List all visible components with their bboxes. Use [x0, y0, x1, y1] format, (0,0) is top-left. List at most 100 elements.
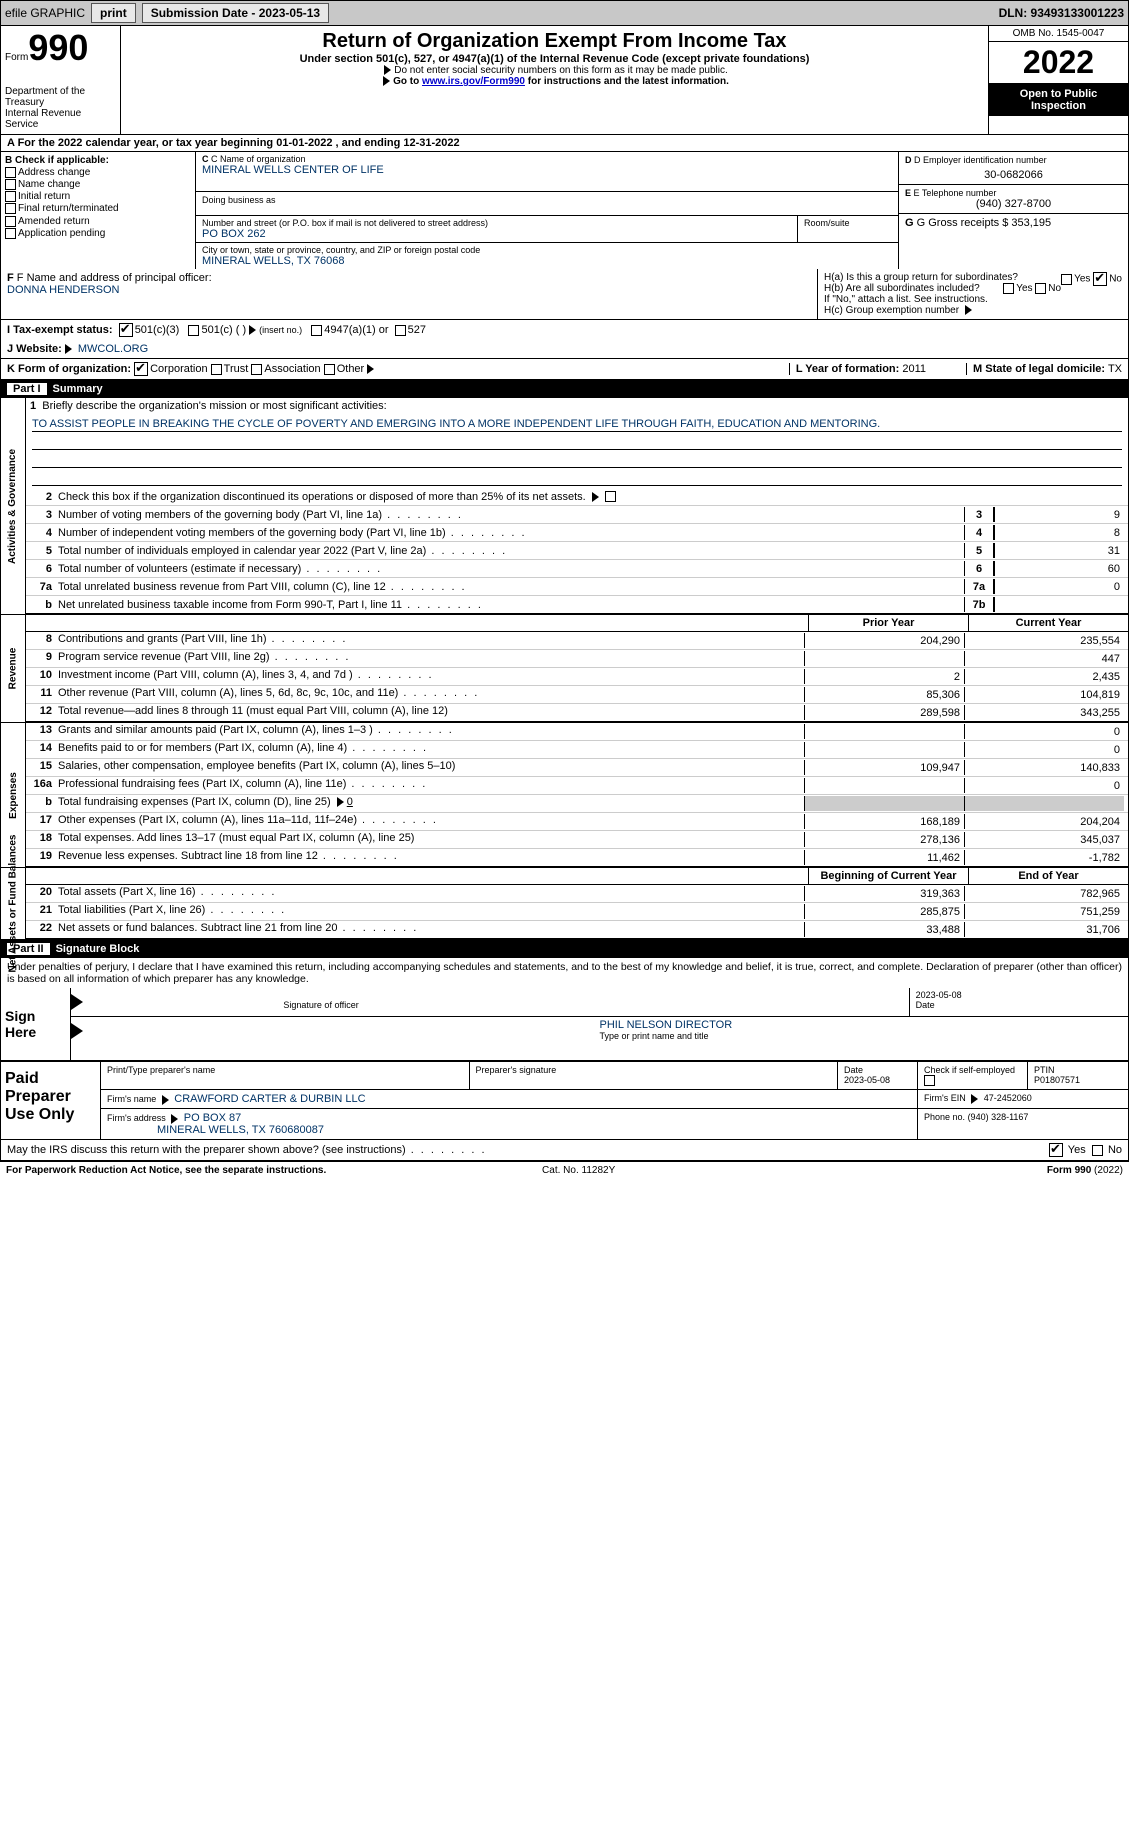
mission-text: TO ASSIST PEOPLE IN BREAKING THE CYCLE O… — [32, 418, 1122, 432]
form-number: 990 — [28, 27, 88, 68]
hb-no[interactable] — [1035, 283, 1046, 294]
arrow-icon — [71, 1023, 83, 1039]
p14 — [804, 742, 964, 757]
note-goto-pre: Go to — [393, 76, 422, 87]
p16a — [804, 778, 964, 793]
p10: 2 — [804, 669, 964, 684]
city-label: City or town, state or province, country… — [202, 245, 892, 255]
ha-yes[interactable] — [1061, 274, 1072, 285]
preparer-label: Paid Preparer Use Only — [1, 1062, 101, 1139]
val7b — [994, 597, 1124, 612]
prep-selfemp: Check if self-employed — [924, 1065, 1015, 1075]
street-label: Number and street (or P.O. box if mail i… — [202, 218, 791, 228]
public-inspection: Open to Public Inspection — [989, 84, 1128, 116]
c8: 235,554 — [964, 633, 1124, 648]
gross-label: G Gross receipts $ — [917, 217, 1009, 229]
chk-corp[interactable] — [134, 362, 148, 376]
hb-yes[interactable] — [1003, 283, 1014, 294]
arrow-icon — [65, 344, 72, 354]
row-fh: F F Name and address of principal office… — [0, 269, 1129, 320]
discuss-yes[interactable] — [1049, 1143, 1063, 1157]
c10: 2,435 — [964, 669, 1124, 684]
chk-amended: Amended return — [5, 216, 191, 227]
c9: 447 — [964, 651, 1124, 666]
c17: 204,204 — [964, 814, 1124, 829]
part2-title: Signature Block — [56, 943, 140, 955]
c11: 104,819 — [964, 687, 1124, 702]
chk-527[interactable] — [395, 325, 406, 336]
sig-date-val: 2023-05-08 — [916, 990, 962, 1000]
row-j: J Website: MWCOL.ORG — [0, 340, 1129, 359]
chk-name: Name change — [5, 179, 191, 190]
line20: Total assets (Part X, line 16) — [58, 886, 804, 901]
chk-selfemp[interactable] — [924, 1075, 935, 1086]
chk-4947[interactable] — [311, 325, 322, 336]
line18: Total expenses. Add lines 13–17 (must eq… — [58, 832, 804, 847]
prep-name-label: Print/Type preparer's name — [107, 1065, 215, 1075]
row-i-label: I Tax-exempt status: — [7, 324, 113, 336]
chk-other[interactable] — [324, 364, 335, 375]
officer-label: F Name and address of principal officer: — [17, 272, 212, 284]
c16a: 0 — [964, 778, 1124, 793]
line9: Program service revenue (Part VIII, line… — [58, 651, 804, 666]
mission-line — [32, 436, 1122, 450]
chk-final: Final return/terminated — [5, 203, 191, 214]
chk-line2[interactable] — [605, 491, 616, 502]
firm-name: CRAWFORD CARTER & DURBIN LLC — [174, 1093, 365, 1105]
p19: 11,462 — [804, 850, 964, 865]
irs-link[interactable]: www.irs.gov/Form990 — [422, 76, 525, 87]
discuss-row: May the IRS discuss this return with the… — [0, 1140, 1129, 1161]
line16a: Professional fundraising fees (Part IX, … — [58, 778, 804, 793]
chk-501c[interactable] — [188, 325, 199, 336]
row-l-label: L Year of formation: — [796, 363, 900, 375]
mission-line — [32, 454, 1122, 468]
prep-date-label: Date — [844, 1065, 863, 1075]
sig-name: PHIL NELSON DIRECTOR — [600, 1019, 733, 1031]
firm-ein: 47-2452060 — [984, 1093, 1032, 1103]
ein-label: D Employer identification number — [914, 155, 1047, 165]
ptin-label: PTIN — [1034, 1065, 1055, 1075]
line13: Grants and similar amounts paid (Part IX… — [58, 724, 804, 739]
line14: Benefits paid to or for members (Part IX… — [58, 742, 804, 757]
line5: Total number of individuals employed in … — [58, 545, 964, 557]
p17: 168,189 — [804, 814, 964, 829]
prep-date-val: 2023-05-08 — [844, 1075, 890, 1085]
room-label: Room/suite — [798, 216, 898, 243]
officer-name: DONNA HENDERSON — [7, 284, 811, 296]
part1-header: Part I Summary — [0, 380, 1129, 398]
arrow-icon — [965, 305, 972, 315]
chk-501c3[interactable] — [119, 323, 133, 337]
rev-section: Revenue — [1, 615, 26, 722]
chk-trust[interactable] — [211, 364, 222, 375]
omb-number: OMB No. 1545-0047 — [989, 26, 1128, 41]
arrow-icon — [383, 76, 390, 86]
p8: 204,290 — [804, 633, 964, 648]
line10: Investment income (Part VIII, column (A)… — [58, 669, 804, 684]
chk-address: Address change — [5, 167, 191, 178]
ha-no[interactable] — [1093, 272, 1107, 286]
arrow-icon — [162, 1095, 169, 1105]
chk-assoc[interactable] — [251, 364, 262, 375]
mission-line — [32, 472, 1122, 486]
page-footer: For Paperwork Reduction Act Notice, see … — [0, 1161, 1129, 1179]
efile-label: efile GRAPHIC — [5, 6, 85, 20]
val16b: 0 — [347, 796, 353, 808]
block-bcde: B Check if applicable: Address change Na… — [0, 152, 1129, 269]
firm-phone: (940) 328-1167 — [968, 1112, 1029, 1122]
submission-date: Submission Date - 2023-05-13 — [142, 3, 329, 23]
arrow-icon — [367, 364, 374, 374]
line4: Number of independent voting members of … — [58, 527, 964, 539]
line15: Salaries, other compensation, employee b… — [58, 760, 804, 775]
row-a-end: 12-31-2022 — [403, 137, 459, 149]
discuss-no[interactable] — [1092, 1145, 1103, 1156]
print-button[interactable]: print — [91, 3, 136, 23]
row-a-pre: A For the 2022 calendar year, or tax yea… — [7, 137, 276, 149]
street-val: PO BOX 262 — [202, 228, 791, 240]
net-section: Net Assets or Fund Balances — [1, 868, 26, 939]
val7a: 0 — [994, 579, 1124, 594]
part2-header: Part II Signature Block — [0, 940, 1129, 958]
note-goto-post: for instructions and the latest informat… — [525, 76, 729, 87]
chk-initial: Initial return — [5, 191, 191, 202]
g16b2 — [964, 796, 1124, 811]
val3: 9 — [994, 507, 1124, 522]
